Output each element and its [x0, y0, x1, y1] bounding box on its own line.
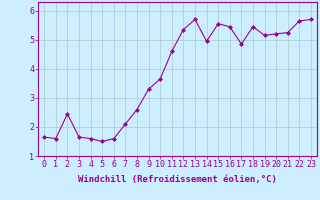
X-axis label: Windchill (Refroidissement éolien,°C): Windchill (Refroidissement éolien,°C)	[78, 175, 277, 184]
